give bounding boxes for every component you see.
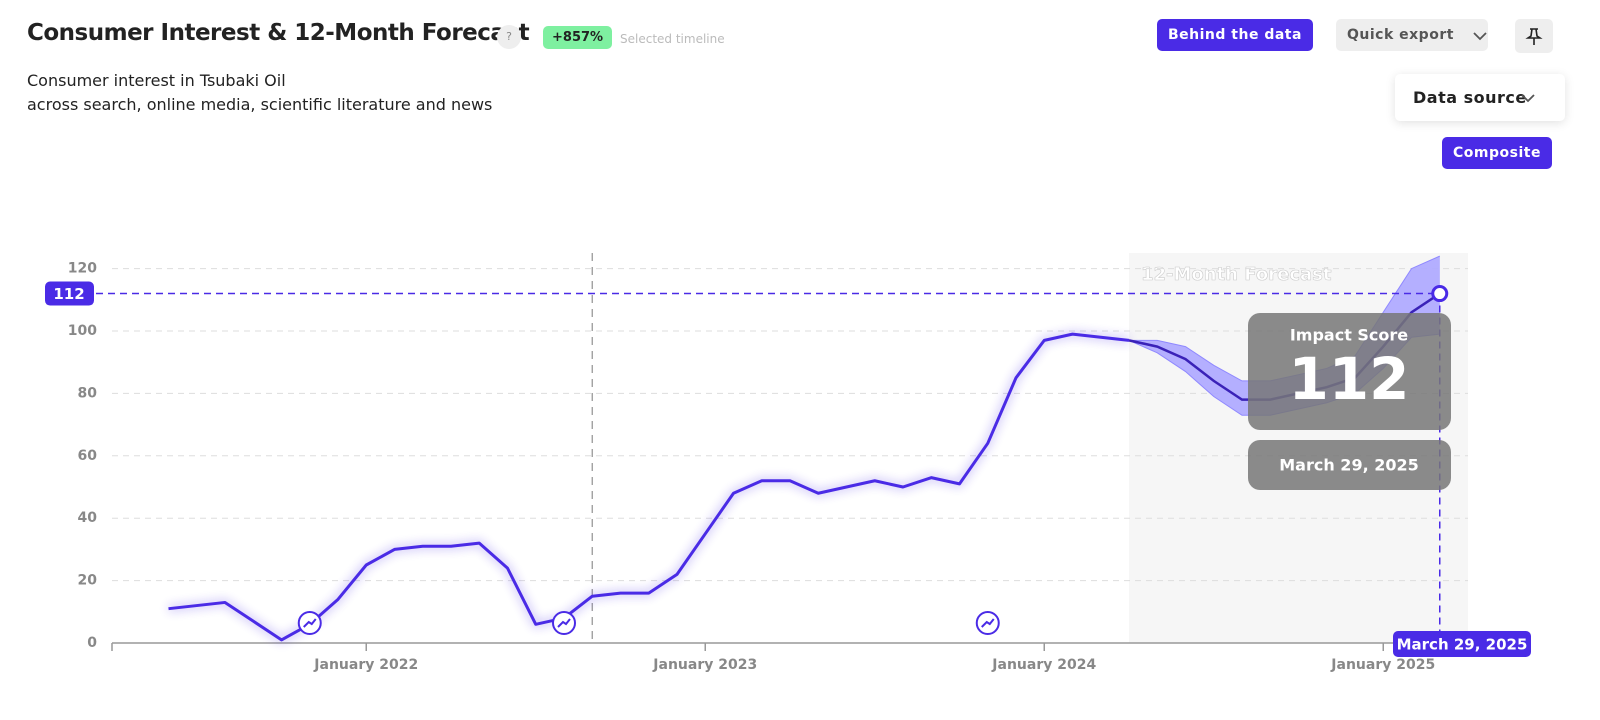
y-tick-label: 20 — [78, 573, 98, 589]
event-icon — [303, 618, 317, 628]
y-tick-label: 60 — [78, 448, 98, 464]
tooltip-title: Impact Score — [1290, 326, 1408, 345]
band-edge — [1128, 333, 1440, 416]
event-marker — [975, 611, 1000, 635]
event-icon — [981, 618, 995, 628]
forecast-band — [1129, 256, 1440, 416]
x-tick-label: January 2023 — [652, 657, 757, 673]
event-marker — [552, 611, 576, 635]
forecast-inner — [1129, 256, 1440, 416]
event-icon — [557, 618, 571, 628]
subtitle: Consumer interest in Tsubaki Oil across … — [27, 69, 492, 117]
event-circle — [975, 611, 1000, 635]
event-circle — [297, 611, 322, 635]
composite-button[interactable]: Composite — [1442, 137, 1552, 169]
subtitle-line: across search, online media, scientific … — [27, 95, 493, 114]
date-badge — [1393, 631, 1531, 657]
change-badge: +857% — [543, 26, 613, 49]
tooltip-date: March 29, 2025 — [1279, 456, 1419, 475]
event-marker — [297, 611, 322, 635]
pin-icon — [1525, 28, 1543, 45]
line-glow — [168, 331, 1130, 644]
change-note: Selected timeline — [620, 32, 725, 46]
tooltip-date-box — [1248, 440, 1451, 490]
forecast-line — [1128, 292, 1441, 401]
tooltip-value: 112 — [1288, 345, 1409, 413]
behind-button[interactable]: Behind the data — [1157, 19, 1313, 51]
y-tick-label: 120 — [68, 261, 97, 277]
subtitle-line: Consumer interest in Tsubaki Oil — [27, 71, 286, 90]
y-tick-label: 0 — [87, 635, 97, 651]
y-tick-label: 100 — [68, 323, 97, 339]
source-dropdown[interactable]: Data source — [1395, 74, 1565, 121]
y-tick-label: 40 — [78, 510, 98, 526]
event-circle — [552, 611, 576, 635]
y-tick-label: 80 — [78, 385, 98, 401]
pin-button[interactable] — [1515, 19, 1553, 53]
help-button[interactable]: ? — [497, 25, 521, 49]
highlight-label: 112 — [53, 285, 84, 303]
date-badge-label: March 29, 2025 — [1397, 636, 1528, 654]
history-line — [168, 332, 1130, 642]
x-tick-label: January 2025 — [1330, 657, 1435, 673]
forecast-region — [1129, 253, 1468, 643]
x-tick-label: January 2022 — [313, 657, 418, 673]
band-edge — [1129, 255, 1440, 382]
highlight-point — [1431, 285, 1449, 303]
forecast-label: 12-Month Forecast — [1141, 264, 1332, 285]
export-button[interactable]: Quick export — [1336, 19, 1488, 51]
x-tick-label: January 2024 — [991, 657, 1096, 673]
title: Consumer Interest & 12-Month Forecast — [27, 20, 530, 46]
highlight-badge — [45, 281, 94, 306]
tooltip-box — [1248, 313, 1451, 430]
